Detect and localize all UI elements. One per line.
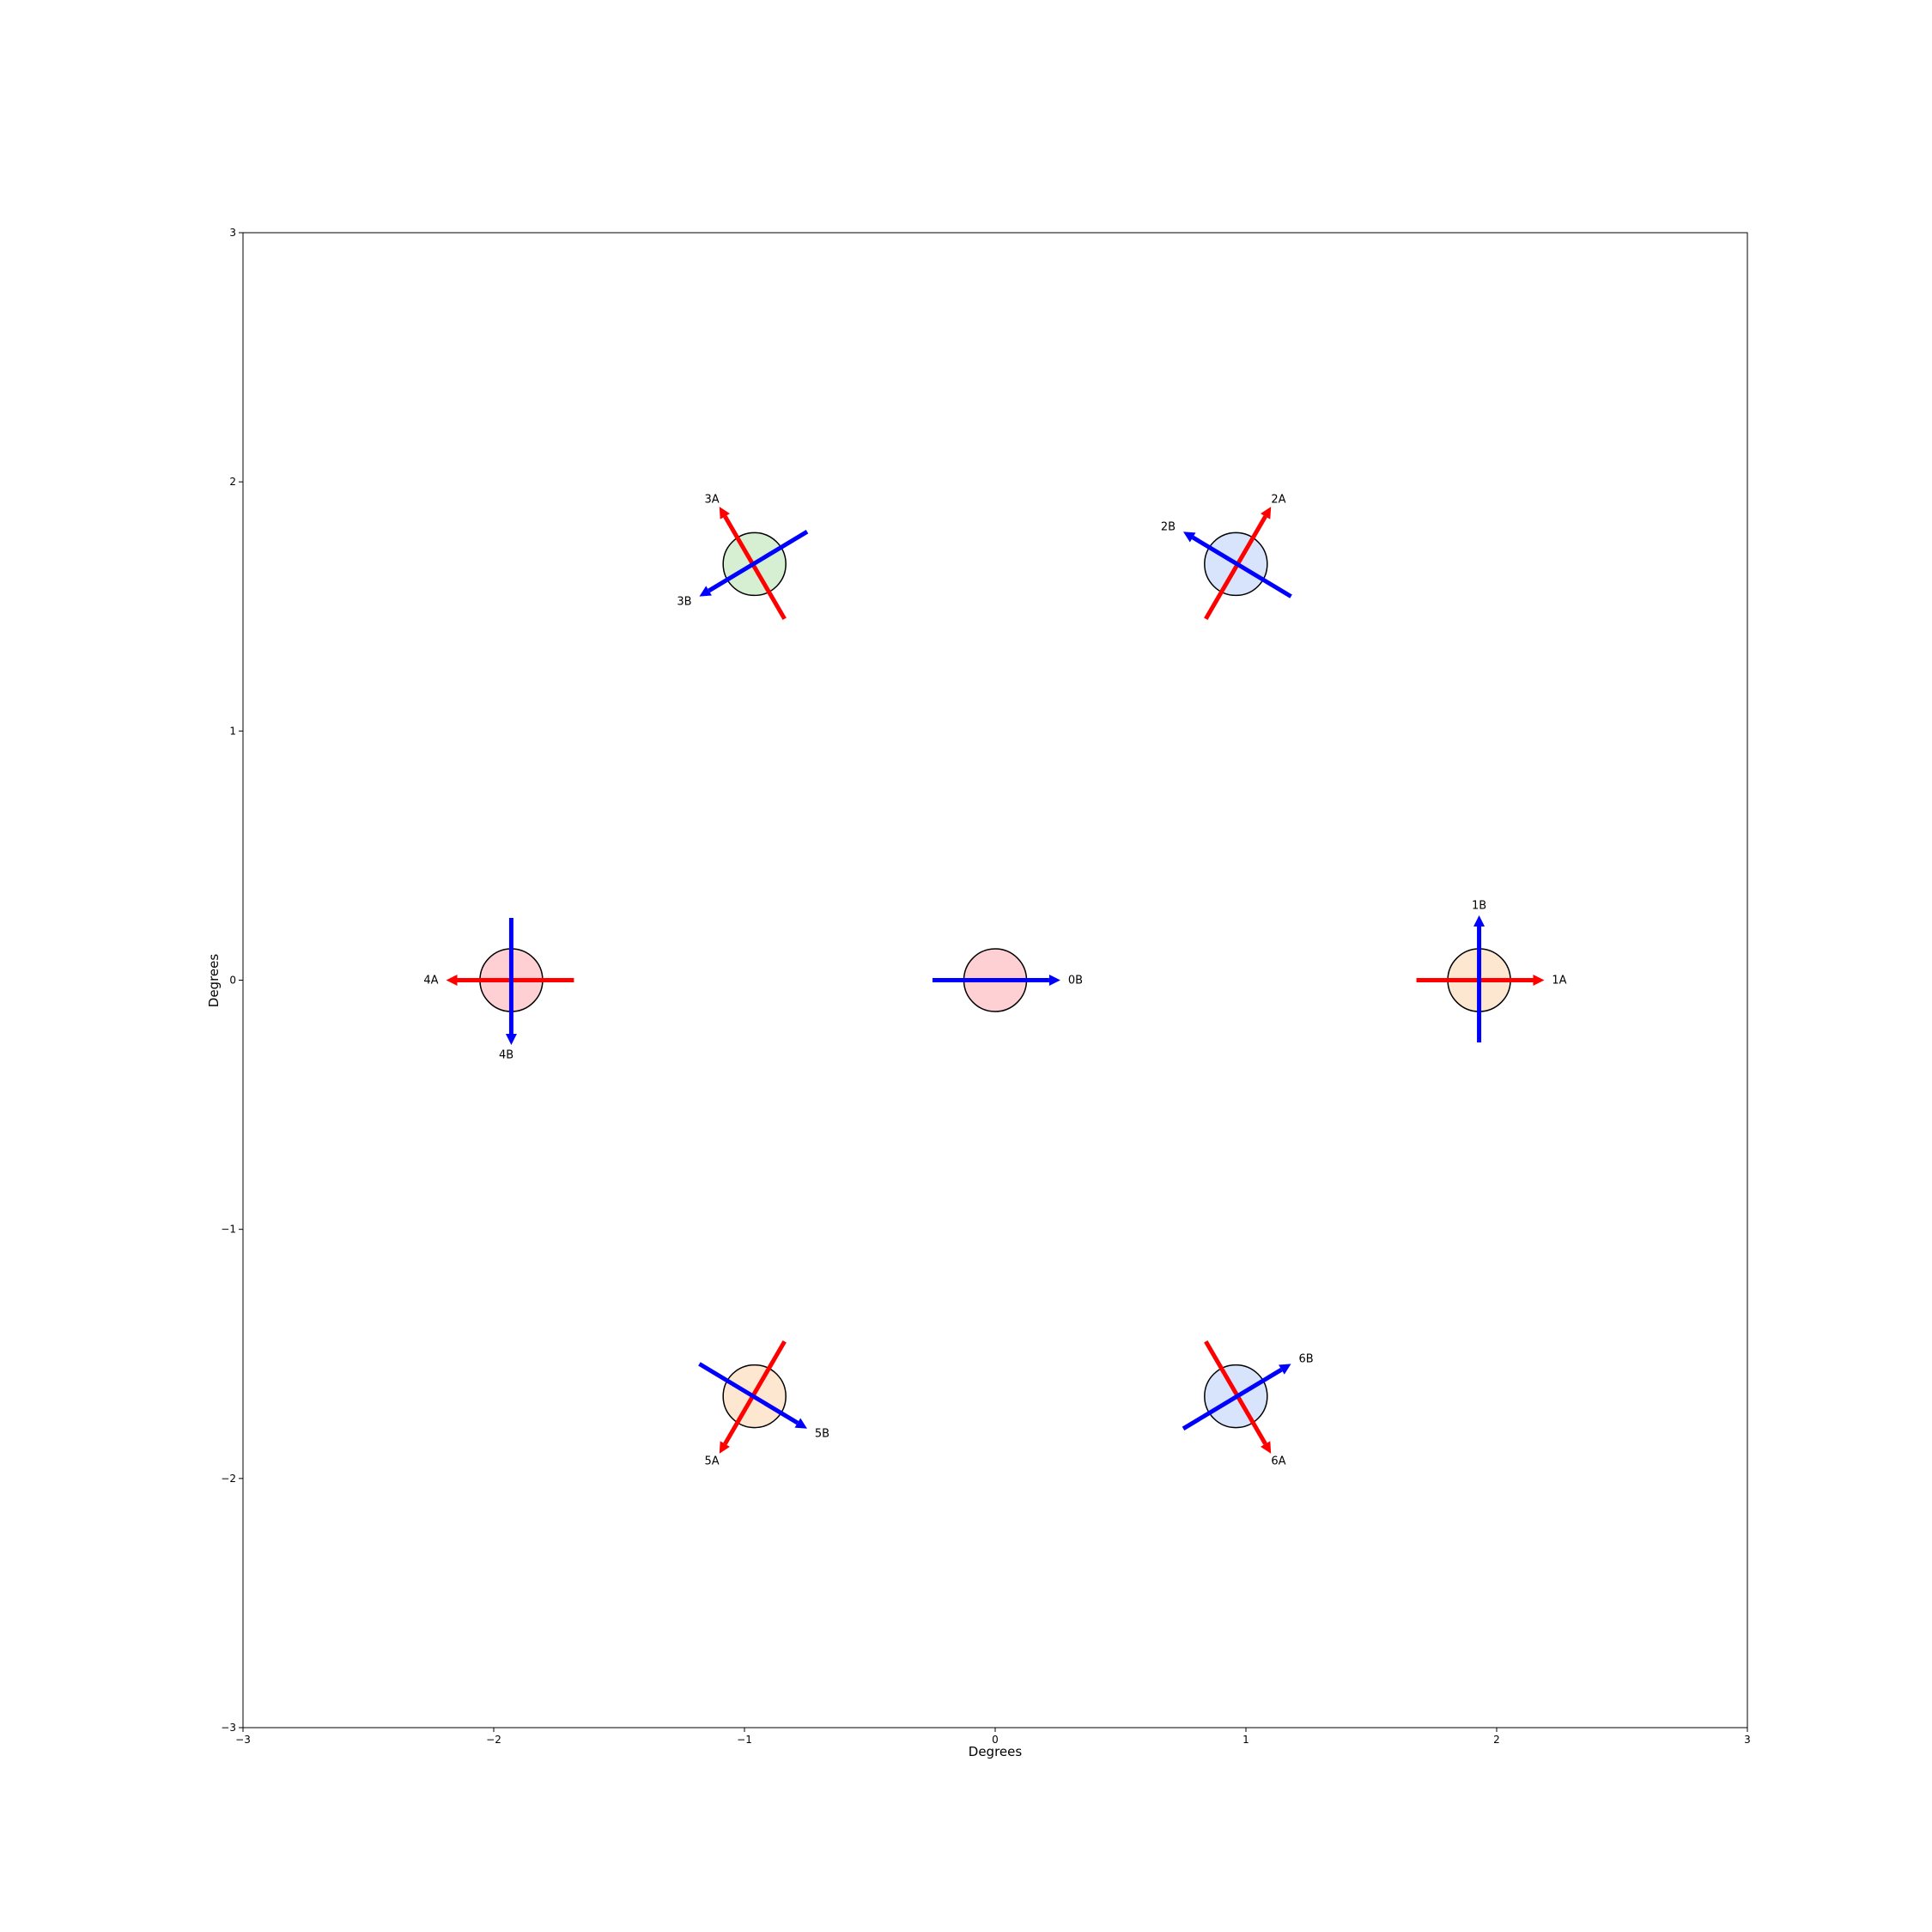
arrow-shaft <box>708 530 809 593</box>
arrow-head <box>1183 532 1196 543</box>
arrow-label: 3B <box>677 595 691 608</box>
arrow-head <box>1261 1441 1272 1454</box>
y-tick-label: −1 <box>221 1224 236 1236</box>
x-tick-label: −2 <box>486 1734 501 1746</box>
x-axis-label: Degrees <box>969 1744 1023 1759</box>
arrow-label: 1B <box>1472 899 1486 912</box>
arrow-label: 2B <box>1161 520 1176 533</box>
x-axis-ticks: −3 −2 −1 0 1 2 3 <box>235 1728 1751 1746</box>
field-arrows: 3A 3B <box>677 493 809 621</box>
arrow-label: 4A <box>423 975 438 987</box>
y-tick-label: 1 <box>229 725 236 737</box>
field-arrows: 5A 5B <box>698 1340 829 1468</box>
y-tick-label: 2 <box>229 476 236 488</box>
arrow-shaft <box>1191 535 1292 598</box>
arrow-head <box>505 1033 517 1045</box>
plot-area: 0B 1A 1B 2A 2B 3A 3B 4A 4B 5A 5B 6A 6B <box>423 493 1566 1467</box>
arrow-label: 0B <box>1068 975 1083 987</box>
y-tick-label: 3 <box>229 227 236 239</box>
x-tick-label: −3 <box>235 1734 251 1746</box>
arrow-label: 1A <box>1552 975 1566 987</box>
y-axis-label: Degrees <box>206 954 222 1008</box>
y-axis-ticks: −3 −2 −1 0 1 2 3 <box>221 227 243 1734</box>
field-arrows: 4A 4B <box>423 917 574 1062</box>
y-tick-label: 0 <box>229 975 236 987</box>
y-tick-label: −2 <box>221 1473 236 1485</box>
x-tick-label: 2 <box>1493 1734 1500 1746</box>
arrow-shaft <box>698 1362 799 1425</box>
field-arrows: 6A 6B <box>1182 1340 1314 1468</box>
arrow-label: 5B <box>815 1428 829 1441</box>
arrow-label: 3A <box>704 493 719 506</box>
y-tick-label: −3 <box>221 1722 236 1734</box>
arrow-head <box>1261 507 1272 519</box>
field-arrows: 0B <box>933 975 1083 987</box>
arrow-shaft <box>723 1340 787 1445</box>
arrow-head <box>1048 975 1060 986</box>
arrow-head <box>794 1418 807 1429</box>
arrow-shaft <box>1204 1340 1267 1445</box>
arrow-label: 5A <box>704 1455 719 1468</box>
field-arrows: 2A 2B <box>1161 493 1292 621</box>
arrow-head <box>1279 1364 1291 1375</box>
arrow-head <box>719 1441 730 1454</box>
arrow-head <box>1473 915 1485 927</box>
arrow-label: 4B <box>499 1049 513 1062</box>
arrow-head <box>446 975 458 986</box>
x-tick-label: 1 <box>1242 1734 1249 1746</box>
arrow-shaft <box>1204 515 1267 621</box>
arrow-head <box>1533 975 1545 986</box>
x-tick-label: 0 <box>992 1734 999 1746</box>
arrow-shaft <box>1182 1367 1283 1431</box>
arrow-label: 6A <box>1271 1455 1285 1468</box>
field-arrows: 1A 1B <box>1416 899 1567 1043</box>
x-tick-label: −1 <box>737 1734 752 1746</box>
arrow-head <box>699 586 712 597</box>
x-tick-label: 3 <box>1744 1734 1751 1746</box>
arrow-label: 6B <box>1298 1353 1313 1366</box>
arrow-label: 2A <box>1271 493 1285 506</box>
arrow-shaft <box>723 515 787 621</box>
arrow-head <box>719 507 730 519</box>
